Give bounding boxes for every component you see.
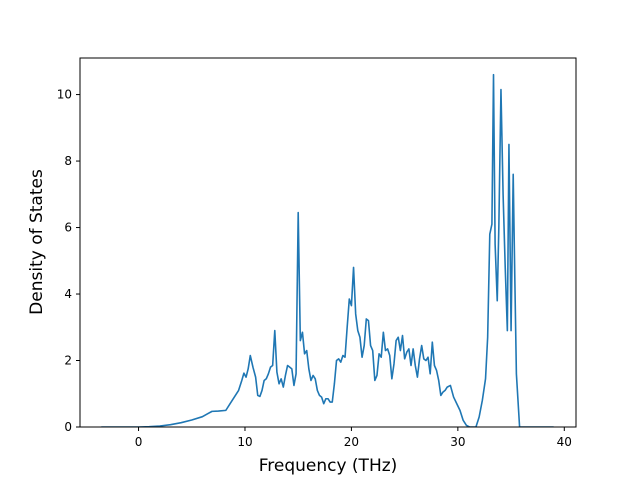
y-tick-label: 4 [64, 287, 72, 301]
y-tick-label: 8 [64, 154, 72, 168]
y-axis-label: Density of States [27, 169, 47, 315]
series-line-0 [101, 73, 554, 427]
x-tick-label: 20 [344, 435, 359, 449]
axes-frame [79, 57, 577, 428]
plot-area [101, 73, 554, 427]
y-tick-label: 10 [57, 88, 72, 102]
x-tick-label: 10 [237, 435, 252, 449]
x-tick-label: 0 [135, 435, 143, 449]
y-tick-label: 2 [64, 354, 72, 368]
axes: 0 10 20 30 40 0 2 4 6 8 10 [57, 57, 577, 449]
x-tick-label: 30 [450, 435, 465, 449]
x-tick-label: 40 [557, 435, 572, 449]
y-tick-label: 0 [64, 420, 72, 434]
y-tick-label: 6 [64, 221, 72, 235]
x-axis-label: Frequency (THz) [259, 456, 398, 476]
